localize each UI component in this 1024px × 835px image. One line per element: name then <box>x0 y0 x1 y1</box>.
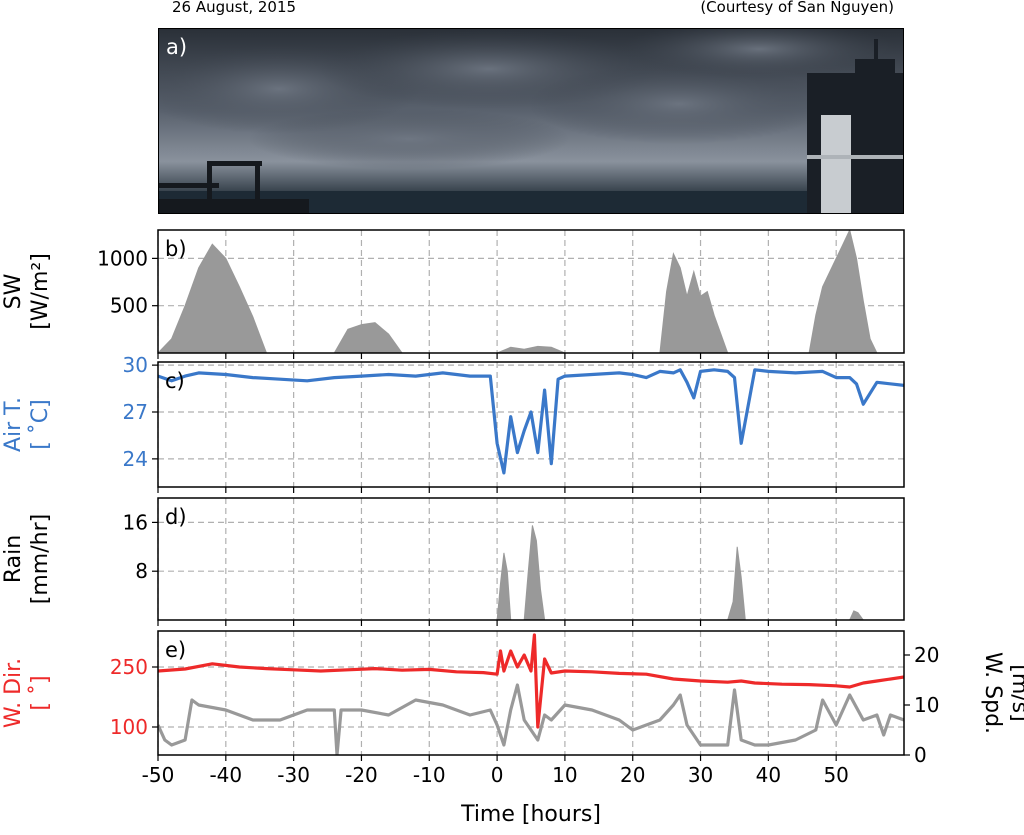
y-axis-label: [mm/hr] <box>28 514 53 604</box>
area-series <box>158 230 904 353</box>
x-tick-label: 10 <box>552 763 577 787</box>
y-tick-label: 27 <box>123 400 148 424</box>
sea <box>159 191 903 213</box>
y-tick-label: 100 <box>110 715 148 739</box>
panel-label: b) <box>165 237 187 261</box>
panel-frame <box>157 630 905 756</box>
ship-superstructure-right <box>807 39 903 213</box>
y-right-tick-label: 0 <box>914 743 927 767</box>
y-tick-label: 8 <box>135 559 148 583</box>
y-right-axis-label: [m/s] <box>1007 664 1024 721</box>
y-axis-label: W. Dir. <box>1 658 26 728</box>
series-group <box>158 633 904 755</box>
y-tick-label: 500 <box>110 294 148 318</box>
y-axis-label: [W/m²] <box>28 253 53 330</box>
y-axis-label: Air T. <box>1 397 26 452</box>
photo-panel-label: a) <box>166 35 188 59</box>
x-tick-label: 0 <box>491 763 504 787</box>
panel-label: d) <box>165 505 187 529</box>
x-axis-label: Time [hours] <box>460 802 601 827</box>
line-series-left <box>158 633 904 729</box>
x-tick-label: 40 <box>756 763 781 787</box>
panel-label: e) <box>165 638 186 662</box>
x-tick-label: 50 <box>823 763 848 787</box>
y-right-tick-label: 10 <box>914 693 939 717</box>
y-axis-label: SW <box>1 273 26 309</box>
y-tick-label: 1000 <box>97 246 148 270</box>
y-tick-label: 30 <box>123 353 148 377</box>
panel-d: 8 16 d) Rain [mm/hr] <box>1 497 905 626</box>
y-right-tick-label: 20 <box>914 643 939 667</box>
panel-frame <box>157 361 905 488</box>
photo-credit: (Courtesy of San Nguyen) <box>700 0 894 16</box>
x-tick-label: -20 <box>345 763 378 787</box>
line-series-left <box>158 368 904 475</box>
x-axis-ticks: -50 -40 -30 -20 -10 0 10 20 30 40 50 <box>142 763 849 787</box>
x-tick-label: -10 <box>413 763 446 787</box>
panel-label: c) <box>165 369 185 393</box>
y-tick-label: 16 <box>123 510 148 534</box>
y-right-axis-label: W. Spd. <box>980 652 1005 734</box>
panel-frame <box>157 497 905 621</box>
panel-e: 100 250 0 10 20 e) W. Dir.[ ˚] W. Spd. [m/s] <box>1 630 1024 767</box>
y-tick-label: 250 <box>110 655 148 679</box>
storm-photo <box>159 29 903 213</box>
cloud-texture <box>159 29 899 169</box>
photo-date: 26 August, 2015 <box>172 0 297 16</box>
y-axis-label: [ ˚C] <box>28 399 53 450</box>
series-group <box>158 525 904 620</box>
y-axis-label: [ ˚] <box>28 675 53 710</box>
line-series-right <box>158 683 904 755</box>
ship-crane-left <box>159 161 309 213</box>
x-tick-label: -40 <box>209 763 242 787</box>
series-group <box>158 368 904 475</box>
panel-c: 24 27 30 c) Air T.[ ˚C] <box>1 353 905 493</box>
y-axis-label: Rain <box>1 535 26 583</box>
panel-frame <box>157 229 905 354</box>
x-tick-label: 20 <box>620 763 645 787</box>
area-series <box>158 525 904 620</box>
panel-b: 500 1000 b) SW [W/m²] <box>1 229 905 359</box>
x-tick-label: -50 <box>142 763 175 787</box>
x-tick-label: -30 <box>277 763 310 787</box>
x-tick-label: 30 <box>688 763 713 787</box>
storm-photo-panel <box>158 28 904 214</box>
y-tick-label: 24 <box>123 447 148 471</box>
series-group <box>158 230 904 353</box>
